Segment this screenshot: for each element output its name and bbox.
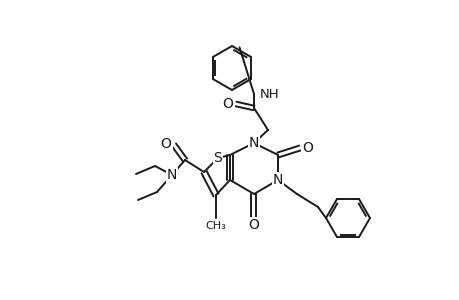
Text: O: O [302, 141, 313, 155]
Text: O: O [160, 137, 171, 151]
Text: CH₃: CH₃ [205, 221, 226, 231]
Text: NH: NH [259, 88, 279, 100]
Text: O: O [248, 218, 259, 232]
Text: N: N [248, 136, 258, 150]
Text: O: O [222, 97, 233, 111]
Text: N: N [272, 173, 283, 187]
Text: S: S [213, 151, 222, 165]
Text: N: N [167, 168, 177, 182]
